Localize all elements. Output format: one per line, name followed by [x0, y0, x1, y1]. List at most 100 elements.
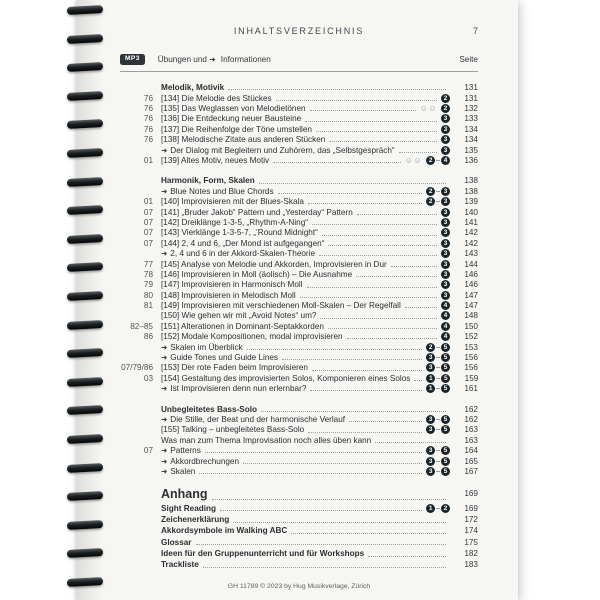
level-badge: 2: [426, 342, 436, 352]
entry: [136] Die Entdeckung neuer Bausteine: [161, 114, 301, 123]
entry: [153] Der rote Faden beim Improvisieren: [161, 363, 308, 372]
spiral-ring: [66, 491, 104, 502]
entry-label: Blue Notes und Blue Chords: [170, 186, 274, 196]
entry: [139] Altes Motiv, neues Motiv: [161, 156, 269, 165]
dotted-leader: [309, 110, 416, 112]
dotted-leader: [308, 431, 423, 433]
level-badges: 4: [441, 301, 450, 311]
entry-label: Sight Reading: [161, 503, 217, 513]
page-ref: 138: [464, 176, 478, 186]
dotted-leader: [306, 286, 437, 288]
page-ref: 174: [464, 526, 478, 536]
entry-label: Ist Improvisieren denn nun erlernbar?: [170, 384, 307, 394]
level-badge: 3: [441, 259, 450, 269]
page-ref: 134: [464, 124, 478, 134]
level-badge: 4: [441, 332, 450, 342]
track-number: 82–85: [130, 321, 153, 331]
entry-label: [146] Improvisieren in Moll (äolisch) – …: [161, 269, 353, 279]
entry-label: Guide Tones und Guide Lines: [170, 353, 279, 363]
page-ref: 138: [464, 186, 478, 196]
page-ref: 131: [464, 93, 478, 103]
entry: ➜ Blue Notes und Blue Chords: [161, 187, 274, 196]
level-badges: 2–4: [426, 156, 450, 166]
toc-row: 07/79/86 [153] Der rote Faden beim Improv…: [120, 363, 478, 373]
toc-section: Harmonik, Form, Skalen 138 ➜ Blue Notes und…: [120, 176, 478, 394]
level-badges: 3–5: [426, 446, 450, 456]
arrow-icon: ➜: [161, 415, 168, 424]
level-badge: 3: [441, 124, 450, 134]
toc-heading-row: Anhang 169: [120, 485, 478, 503]
level-badge: 3: [426, 425, 436, 435]
arrow-icon: ➜: [161, 353, 168, 363]
toc-row: 76 [138] Melodische Zitate aus anderen St…: [120, 135, 478, 145]
toc-row: ➜ Ist Improvisieren denn nun erlernbar? 1–…: [120, 384, 478, 394]
level-badges: 3–5: [426, 415, 450, 424]
entry: [146] Improvisieren in Moll (äolisch) – …: [161, 270, 352, 279]
level-badge: 3: [441, 290, 450, 300]
track-number: 81: [143, 301, 153, 311]
page-ref: 133: [464, 114, 478, 124]
spiral-ring: [66, 291, 104, 301]
toc-row: ➜ Die Stille, der Beat und der harmonisch…: [120, 414, 478, 424]
entry: Harmonik, Form, Skalen: [161, 176, 255, 185]
level-badge: 3: [426, 353, 436, 363]
level-badge: 3: [426, 363, 436, 373]
page-ref: 142: [464, 228, 478, 238]
entry-label: Ideen für den Gruppenunterricht und für …: [161, 548, 365, 558]
toc-row: ➜ Blue Notes und Blue Chords 2–3 138: [120, 186, 478, 196]
badge-range-dash: –: [436, 467, 440, 475]
toc-row: 01 [139] Altes Motiv, neues Motiv ☺☺ 2–4 136: [120, 155, 478, 166]
dotted-leader: [282, 359, 423, 361]
level-badges: 1–5: [426, 373, 451, 383]
dotted-leader: [414, 380, 423, 382]
dotted-leader: [356, 276, 437, 278]
dotted-leader: [273, 162, 401, 164]
entry: [144] 2, 4 und 6, „Der Mond ist aufgegan…: [161, 239, 324, 248]
page-ref: 164: [464, 446, 478, 456]
toc-row: 81 [149] Improvisieren mit verschiedenen …: [120, 300, 478, 311]
level-badge: 3: [441, 145, 450, 155]
entry: [142] Dreiklänge 1-3-5, „Rhythm-A-Ning“: [161, 218, 308, 227]
track-number: 76: [143, 104, 153, 114]
toc-row: Zeichenerklärung 172: [120, 514, 478, 525]
toc-row: 07 [142] Dreiklänge 1-3-5, „Rhythm-A-Ning…: [120, 217, 478, 227]
page-ref: 152: [464, 332, 478, 342]
track-number: 07: [143, 217, 153, 227]
entry: ➜ Akkordbrechungen: [161, 457, 239, 466]
dotted-leader: [368, 555, 446, 557]
badge-range-dash: –: [436, 157, 440, 165]
arrow-icon: ➜: [161, 145, 168, 155]
toc-row: 80 [148] Improvisieren in Melodisch Moll 3…: [120, 290, 478, 300]
toc-section: Melodik, Motivik 131 76 [134] Die Melodie d…: [120, 83, 478, 166]
entry: Ideen für den Gruppenunterricht und für …: [161, 549, 364, 558]
level-badge: 4: [441, 311, 450, 321]
spiral-ring: [66, 33, 104, 44]
dotted-leader: [398, 151, 437, 153]
dotted-leader: [375, 441, 446, 443]
track-number: 77: [143, 259, 153, 269]
page-ref: 140: [464, 207, 478, 217]
toc-row: [150] Wie gehen wir mit „Avoid Notes“ um…: [120, 311, 478, 321]
seite-label: Seite: [459, 54, 478, 64]
entry-label: [138] Melodische Zitate aus anderen Stüc…: [161, 135, 326, 145]
entry: [149] Improvisieren mit verschiedenen Mo…: [161, 301, 401, 310]
level-badges: 2: [441, 93, 450, 103]
entry-label: Zeichenerklärung: [161, 515, 230, 525]
level-badge: 4: [441, 301, 450, 311]
entry-label: Der Dialog mit Begleitern und Zuhörern, …: [170, 145, 395, 155]
level-badges: 1–5: [426, 384, 450, 394]
entry: Trackliste: [161, 560, 199, 569]
toc-list: Melodik, Motivik 131 76 [134] Die Melodie d…: [120, 83, 478, 477]
level-badge: 3: [441, 186, 450, 196]
level-badges: 3–5: [426, 353, 450, 363]
toc-row: 86 [152] Modale Kompositionen, modal impr…: [120, 332, 478, 342]
page-number: 7: [472, 26, 478, 36]
spiral-ring: [66, 5, 104, 15]
toc-row: 07 ➜ Patterns 3–5 164: [120, 445, 478, 456]
page-ref: 156: [464, 363, 478, 373]
level-badge: 2: [441, 93, 450, 103]
dotted-leader: [202, 566, 446, 568]
entry: [154] Gestaltung des improvisierten Solo…: [161, 374, 410, 383]
track-number: 07: [143, 207, 153, 217]
